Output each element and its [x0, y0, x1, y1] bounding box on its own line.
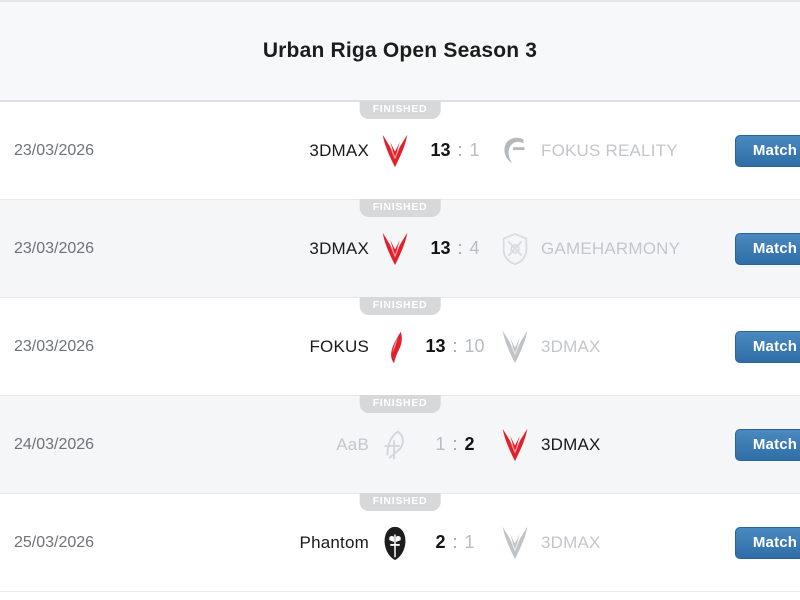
- match-score: 13 : 4: [412, 238, 498, 259]
- match-teams: FOKUS 13 : 10 3DMAX: [230, 329, 720, 365]
- away-team-name: 3DMAX: [541, 434, 601, 454]
- away-team[interactable]: 3DMAX: [498, 329, 720, 365]
- away-score: 2: [464, 434, 475, 454]
- home-score: 13: [425, 336, 446, 356]
- match-row[interactable]: FINISHED 24/03/2026 AaB 1 : 2: [0, 395, 800, 494]
- score-separator: :: [457, 238, 463, 258]
- status-badge: FINISHED: [359, 395, 441, 413]
- home-score: 13: [430, 140, 451, 160]
- match-row[interactable]: FINISHED 23/03/2026 3DMAX 13 : 1 F: [0, 101, 800, 200]
- away-team[interactable]: 3DMAX: [498, 525, 720, 561]
- away-score: 4: [469, 238, 480, 258]
- fokus-logo: [391, 331, 402, 363]
- 3dmax-logo: [502, 330, 528, 363]
- aab-logo: [384, 430, 404, 459]
- match-details-button[interactable]: Match: [734, 330, 800, 363]
- status-badge: FINISHED: [359, 493, 441, 511]
- score-separator: :: [452, 434, 458, 454]
- home-team[interactable]: AaB: [230, 427, 412, 463]
- match-date: 23/03/2026: [14, 337, 95, 355]
- score-separator: :: [457, 140, 463, 160]
- match-date: 23/03/2026: [14, 141, 95, 159]
- match-teams: AaB 1 : 2 3DMAX: [230, 427, 720, 463]
- gameharmony-logo: [502, 232, 528, 265]
- away-score: 1: [464, 532, 475, 552]
- away-team-name: 3DMAX: [541, 336, 601, 356]
- 3dmax-logo: [502, 428, 528, 461]
- match-details-button[interactable]: Match: [734, 232, 800, 265]
- match-details-button[interactable]: Match: [734, 526, 800, 559]
- away-team-name: 3DMAX: [541, 532, 601, 552]
- home-team-name: Phantom: [299, 532, 369, 552]
- match-row[interactable]: FINISHED 25/03/2026 Phantom 2 : 1: [0, 493, 800, 592]
- match-action-cell: Match: [720, 428, 800, 461]
- match-details-button[interactable]: Match: [734, 134, 800, 167]
- match-score: 13 : 10: [412, 336, 498, 357]
- home-team-name: FOKUS: [309, 336, 369, 356]
- page-title: Urban Riga Open Season 3: [262, 39, 538, 62]
- home-team-name: 3DMAX: [309, 140, 369, 160]
- status-badge: FINISHED: [359, 101, 441, 119]
- match-date: 25/03/2026: [14, 533, 95, 551]
- away-team[interactable]: FOKUS REALITY: [498, 133, 720, 169]
- match-row[interactable]: FINISHED 23/03/2026 FOKUS 13 : 10: [0, 297, 800, 396]
- 3dmax-logo: [502, 526, 528, 559]
- away-team[interactable]: GAMEHARMONY: [498, 231, 720, 267]
- match-action-cell: Match: [720, 526, 800, 559]
- score-separator: :: [452, 336, 458, 356]
- fokus-logo: [504, 137, 525, 163]
- score-separator: :: [452, 532, 458, 552]
- match-action-cell: Match: [720, 134, 800, 167]
- home-team[interactable]: 3DMAX: [230, 231, 412, 267]
- match-details-button[interactable]: Match: [734, 428, 800, 461]
- home-team-name: AaB: [336, 434, 369, 454]
- 3dmax-logo: [382, 232, 408, 265]
- status-badge: FINISHED: [359, 297, 441, 315]
- match-action-cell: Match: [720, 232, 800, 265]
- 3dmax-logo: [382, 134, 408, 167]
- tournament-header: Urban Riga Open Season 3: [0, 2, 800, 102]
- home-team[interactable]: FOKUS: [230, 329, 412, 365]
- match-score: 1 : 2: [412, 434, 498, 455]
- home-score: 13: [430, 238, 451, 258]
- home-team[interactable]: Phantom: [230, 525, 412, 561]
- home-team[interactable]: 3DMAX: [230, 133, 412, 169]
- match-teams: 3DMAX 13 : 1 FOKUS REALITY: [230, 133, 720, 169]
- match-teams: Phantom 2 : 1 3DMAX: [230, 525, 720, 561]
- home-score: 2: [435, 532, 446, 552]
- status-badge: FINISHED: [359, 199, 441, 217]
- away-score: 10: [464, 336, 485, 356]
- match-score: 2 : 1: [412, 532, 498, 553]
- match-date: 23/03/2026: [14, 239, 95, 257]
- away-team-name: FOKUS REALITY: [541, 140, 678, 160]
- home-team-name: 3DMAX: [309, 238, 369, 258]
- match-list: FINISHED 23/03/2026 3DMAX 13 : 1 F: [0, 101, 800, 592]
- away-team-name: GAMEHARMONY: [541, 238, 681, 258]
- match-teams: 3DMAX 13 : 4 GAMEHARMONY: [230, 231, 720, 267]
- match-date: 24/03/2026: [14, 435, 95, 453]
- away-team[interactable]: 3DMAX: [498, 427, 720, 463]
- match-score: 13 : 1: [412, 140, 498, 161]
- match-row[interactable]: FINISHED 23/03/2026 3DMAX 13 : 4: [0, 199, 800, 298]
- home-score: 1: [435, 434, 446, 454]
- phantom-logo: [384, 526, 406, 560]
- away-score: 1: [469, 140, 480, 160]
- match-action-cell: Match: [720, 330, 800, 363]
